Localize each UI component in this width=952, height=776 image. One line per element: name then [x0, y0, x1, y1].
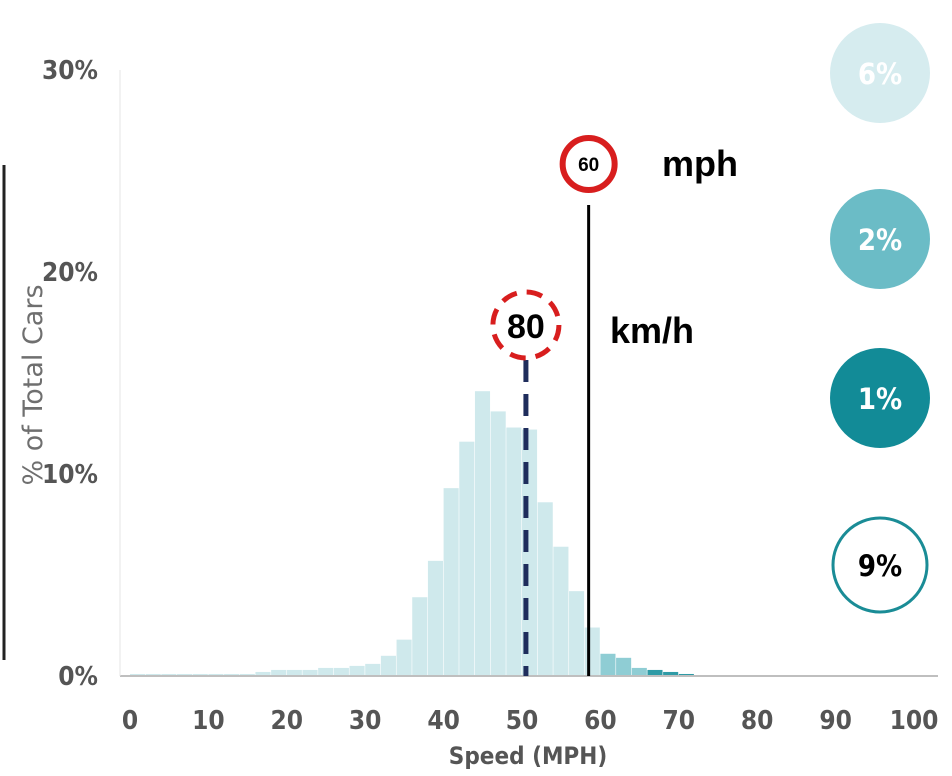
x-axis-label: Speed (MPH) [449, 742, 607, 770]
x-tick-label: 20 [271, 706, 304, 736]
histogram-bar [271, 669, 287, 676]
legend-circle [831, 516, 929, 614]
histogram-bar [474, 391, 491, 676]
histogram-bar [239, 673, 255, 676]
legend-circle [830, 189, 930, 289]
legend-circle [830, 348, 930, 448]
histogram-bar [145, 673, 161, 676]
kmh-speed-sign-value: 80 [507, 308, 545, 346]
x-tick-label: 100 [890, 706, 939, 736]
y-tick-label: 20% [42, 258, 98, 288]
x-tick-label: 60 [584, 706, 617, 736]
legend-label: 6% [858, 57, 902, 91]
x-tick-label: 30 [349, 706, 382, 736]
histogram-bars [130, 391, 694, 676]
histogram-bar [490, 411, 506, 676]
x-tick-label: 40 [427, 706, 460, 736]
mph-speed-sign-value: 60 [578, 155, 599, 176]
histogram-bar [302, 669, 318, 676]
y-tick-label: 0% [58, 662, 98, 692]
histogram-bar [130, 673, 146, 676]
mph-unit-label: mph [662, 143, 738, 184]
x-tick-labels: 0 10 20 30 40 50 60 70 80 90 100 [122, 706, 939, 736]
y-tick-label: 30% [42, 56, 98, 86]
histogram-bar [412, 597, 428, 676]
histogram-bar [427, 560, 443, 676]
histogram-bar [537, 502, 553, 676]
y-tick-labels: 0% 10% 20% 30% [42, 56, 98, 692]
histogram-bar [569, 591, 585, 676]
legend-label: 9% [858, 549, 902, 583]
x-tick-label: 50 [506, 706, 539, 736]
histogram-bar [553, 546, 569, 676]
legend: 6% 2% 1% 9% [830, 23, 930, 614]
x-tick-label: 70 [663, 706, 696, 736]
histogram-bar [380, 655, 396, 676]
histogram-bar [349, 665, 365, 676]
legend-circle [830, 23, 930, 123]
x-tick-label: 80 [741, 706, 774, 736]
histogram-bar [459, 441, 475, 676]
histogram-bar [318, 667, 334, 676]
histogram-bar [177, 673, 193, 676]
legend-label: 1% [858, 382, 902, 416]
histogram-bar [161, 673, 177, 676]
histogram-bar [333, 667, 349, 676]
histogram-bar [255, 671, 271, 676]
histogram-bar [616, 657, 632, 676]
histogram-bar [584, 627, 600, 676]
legend-label: 2% [858, 223, 902, 257]
x-tick-label: 0 [122, 706, 138, 736]
histogram-bar [208, 673, 224, 676]
histogram-bar [600, 653, 616, 676]
histogram-bar [647, 669, 663, 676]
mph-speed-sign [559, 135, 618, 193]
histogram-bar [396, 639, 412, 676]
kmh-speed-sign [490, 289, 562, 361]
histogram-bar [443, 488, 459, 676]
histogram-bar [678, 673, 694, 676]
x-tick-label: 90 [819, 706, 852, 736]
histogram-bar [224, 673, 240, 676]
reference-lines: 60 mph 80 km/h [490, 135, 738, 676]
histogram-bar [365, 663, 381, 676]
kmh-unit-label: km/h [610, 310, 694, 351]
histogram-bar [506, 427, 522, 676]
histogram-bar [286, 669, 302, 676]
histogram-bar [663, 671, 679, 676]
histogram-bar [192, 673, 208, 676]
y-tick-label: 10% [42, 460, 98, 490]
x-tick-label: 10 [192, 706, 225, 736]
histogram-bar [631, 667, 647, 676]
y-axis-label: % of Total Cars [18, 284, 49, 485]
